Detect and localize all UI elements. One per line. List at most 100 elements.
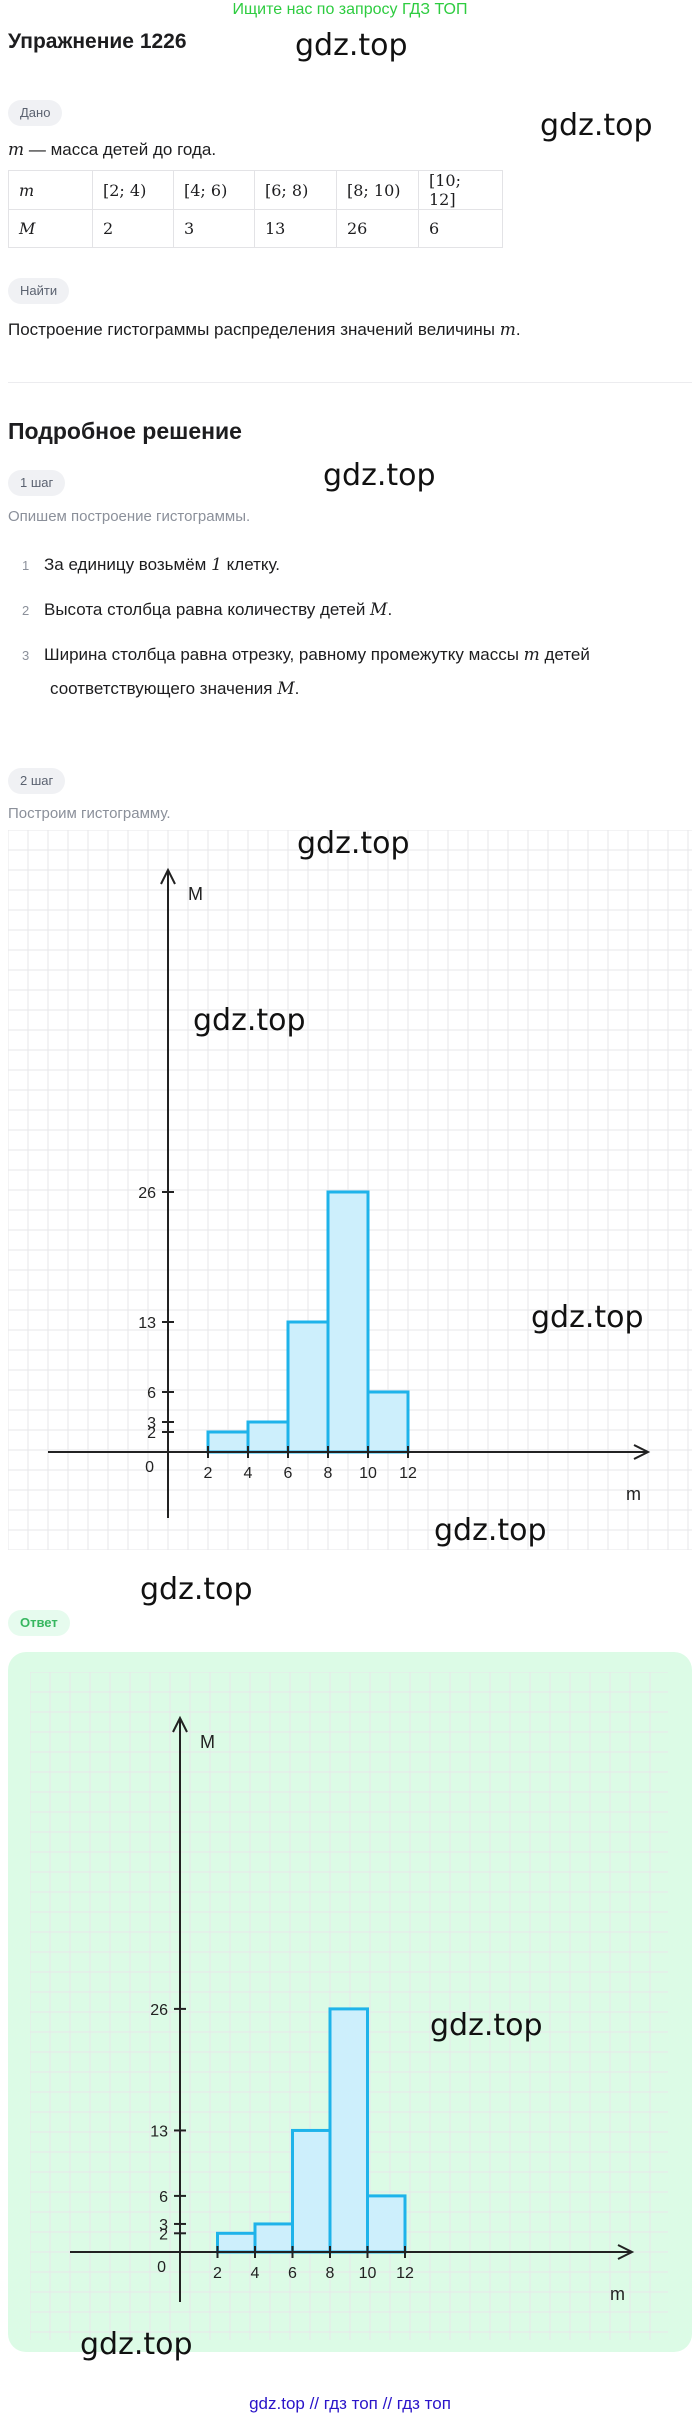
table-cell: [10; 12] [418,170,503,210]
list-item: 2 Высота столбца равна количеству детей M… [22,593,392,628]
step1-intro: Опишем построение гистограммы. [8,508,251,525]
table-row: m [2; 4) [4; 6) [6; 8) [8; 10) [10; 12] [8,170,503,210]
x-tick-label: 12 [396,2265,414,2282]
histogram-bar [206,1430,250,1454]
table-cell: [6; 8) [254,170,337,210]
watermark: gdz.top [323,458,436,493]
given-desc: — масса детей до года. [24,140,217,159]
list-math: M [370,600,388,620]
watermark: gdz.top [430,2008,543,2043]
watermark: gdz.top [297,826,410,861]
y-axis-arrow [172,1715,188,1733]
x-tick-label: 4 [244,1465,253,1482]
list-text: . [387,600,393,619]
list-math: m [523,645,540,665]
y-tick-label: 6 [147,1385,156,1402]
list-text: Ширина столбца равна отрезку, равному пр… [44,645,524,664]
histogram-bar [366,2194,407,2254]
list-text: клетку. [221,555,281,574]
list-number: 3 [22,648,30,663]
origin-label: 0 [157,2259,166,2276]
x-tick-label: 8 [326,2265,335,2282]
watermark: gdz.top [434,1513,547,1548]
origin-label: 0 [145,1459,154,1476]
table-row: M 2 3 13 26 6 [8,209,503,248]
y-tick-label: 2 [147,1425,156,1442]
y-axis-arrow [160,867,176,885]
table-cell: [2; 4) [92,170,174,210]
watermark: gdz.top [140,1572,253,1607]
table-cell: 26 [336,209,419,248]
top-banner[interactable]: Ищите нас по запросу ГДЗ ТОП [232,1,468,18]
watermark: gdz.top [80,2327,193,2362]
x-tick-label: 12 [399,1465,417,1482]
list-text: Высота столбца равна количеству детей [44,600,371,619]
step1-chip: 1 шаг [8,470,66,496]
step2-chip: 2 шаг [8,768,66,794]
footer-links[interactable]: gdz.top // гдз топ // гдз топ [249,2394,451,2413]
list-item: 3 Ширина столбца равна отрезку, равному п… [22,638,590,673]
list-text: детей [539,645,590,664]
histogram-bar [286,1320,330,1454]
find-desc: Построение гистограммы распределения зна… [8,320,500,339]
x-tick-label: 10 [359,2265,377,2282]
y-tick-label: 26 [138,1185,156,1202]
table-cell: [8; 10) [336,170,419,210]
watermark: gdz.top [531,1300,644,1335]
solution-heading: Подробное решение [8,418,242,444]
histogram-bar [246,1420,290,1454]
histogram-bar [328,2007,369,2254]
watermark: gdz.top [295,28,408,63]
x-tick-label: 6 [284,1465,293,1482]
y-tick-label: 13 [138,1315,156,1332]
table-cell: [4; 6) [173,170,255,210]
find-chip: Найти [8,278,70,304]
table-cell: 13 [254,209,337,248]
histogram-bar [366,1390,410,1454]
given-text: m — масса детей до года. [8,140,216,160]
x-tick-label: 2 [213,2265,222,2282]
table-cell: 3 [173,209,255,248]
list-item-continuation: соответствующего значения M. [50,672,299,706]
watermark: gdz.top [540,108,653,143]
x-tick-label: 8 [324,1465,333,1482]
x-axis-arrow [633,1444,651,1460]
x-tick-label: 2 [204,1465,213,1482]
table-cell: 6 [418,209,503,248]
list-text: . [294,679,300,698]
table-cell: M [8,209,93,248]
list-text: соответствующего значения [50,679,278,698]
step2-intro: Построим гистограмму. [8,805,171,822]
list-text: За единицу возьмём [44,555,212,574]
find-text: Построение гистограммы распределения зна… [8,320,521,340]
list-number: 1 [22,558,30,573]
list-number: 2 [22,603,30,618]
y-tick-label: 6 [159,2189,168,2206]
list-math: 1 [211,555,222,575]
page-title: Упражнение 1226 [8,30,187,53]
histogram-bar [216,2231,257,2254]
given-chip: Дано [8,100,63,126]
given-table: m [2; 4) [4; 6) [6; 8) [8; 10) [10; 12] … [8,170,503,248]
y-axis-label: M [188,884,203,904]
x-tick-label: 10 [359,1465,377,1482]
y-tick-label: 3 [159,2217,168,2234]
table-cell: 2 [92,209,174,248]
x-tick-label: 6 [288,2265,297,2282]
y-tick-label: 26 [150,2002,168,2019]
x-tick-label: 4 [251,2265,260,2282]
list-math: M [277,679,295,699]
find-end: . [515,320,521,339]
y-tick-label: 2 [159,2226,168,2243]
find-var: m [499,320,516,340]
divider [8,382,692,383]
y-tick-label: 13 [150,2123,168,2140]
given-var: m [8,140,25,160]
table-cell: m [8,170,93,210]
x-axis-label: m [610,2284,625,2304]
watermark: gdz.top [193,1003,306,1038]
list-item: 1 За единицу возьмём 1 клетку. [22,548,280,583]
answer-chip: Ответ [8,1610,70,1636]
